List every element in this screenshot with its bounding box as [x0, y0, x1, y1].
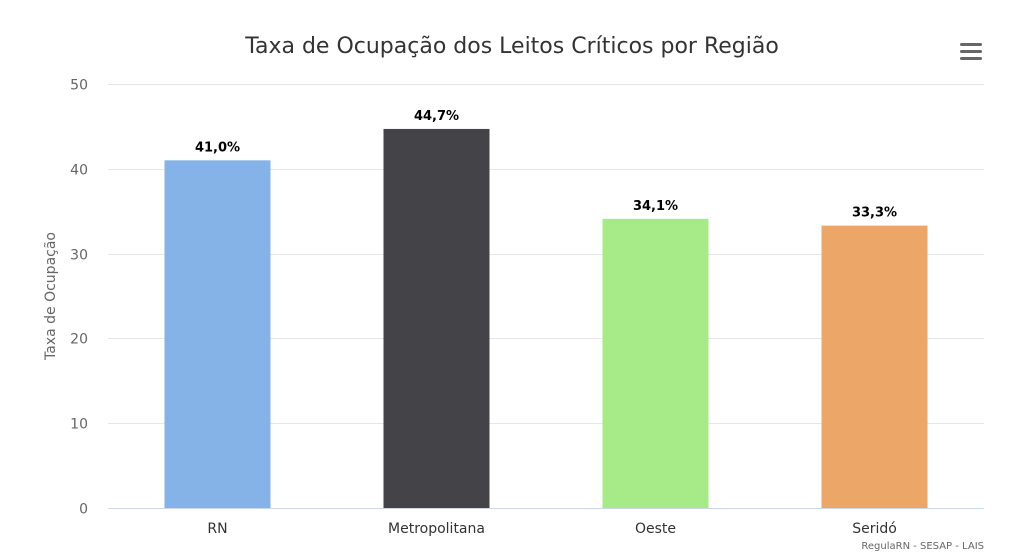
x-category-label: Metropolitana: [388, 521, 485, 537]
x-axis-labels: RN Metropolitana Oeste Seridó: [207, 521, 896, 537]
bar-oeste[interactable]: [602, 218, 709, 508]
bar-seridó[interactable]: [821, 225, 928, 508]
bar-metropolitana[interactable]: [383, 128, 490, 508]
x-category-label: Seridó: [852, 521, 897, 537]
data-label: 33,3%: [852, 206, 897, 221]
y-axis-ticks: 0 10 20 30 40 50: [70, 78, 88, 518]
data-label: 41,0%: [195, 140, 240, 155]
y-tick-label: 30: [70, 248, 88, 264]
bar-rn[interactable]: [164, 160, 271, 508]
x-category-label: Oeste: [635, 521, 676, 537]
bars: [164, 128, 928, 508]
chart-credits[interactable]: RegulaRN - SESAP - LAIS: [861, 541, 984, 552]
data-labels: 41,0% 44,7% 34,1% 33,3%: [195, 109, 897, 221]
y-tick-label: 50: [70, 78, 88, 94]
x-category-label: RN: [207, 521, 227, 537]
data-label: 34,1%: [633, 199, 678, 214]
y-tick-label: 20: [70, 332, 88, 348]
chart-title: Taxa de Ocupação dos Leitos Críticos por…: [244, 34, 779, 59]
hamburger-menu-icon: [960, 43, 982, 60]
y-axis-title: Taxa de Ocupação: [43, 232, 59, 361]
data-label: 44,7%: [414, 109, 459, 124]
y-tick-label: 0: [79, 502, 88, 518]
y-tick-label: 40: [70, 163, 88, 179]
chart-menu-button[interactable]: [948, 34, 992, 70]
y-tick-label: 10: [70, 417, 88, 433]
